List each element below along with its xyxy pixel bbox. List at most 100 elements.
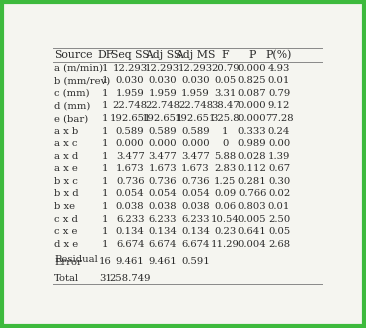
Text: 1: 1 — [102, 240, 109, 249]
Text: b x c: b x c — [54, 177, 78, 186]
Text: 1.959: 1.959 — [181, 89, 210, 98]
Text: 11.29: 11.29 — [211, 240, 240, 249]
Text: 0.736: 0.736 — [149, 177, 177, 186]
Text: 1.959: 1.959 — [148, 89, 177, 98]
Text: 1.39: 1.39 — [268, 152, 290, 161]
Text: 6.674: 6.674 — [116, 240, 144, 249]
Text: 10.54: 10.54 — [211, 215, 240, 223]
Text: 31: 31 — [99, 274, 112, 282]
Text: Seq SS: Seq SS — [111, 50, 149, 60]
Text: 4.93: 4.93 — [268, 64, 290, 73]
Text: 9.461: 9.461 — [116, 256, 145, 266]
Text: 0.000: 0.000 — [116, 139, 145, 148]
Text: 0.825: 0.825 — [238, 76, 266, 85]
Text: 1: 1 — [102, 139, 109, 148]
Text: d (mm): d (mm) — [54, 101, 90, 111]
Text: 0.05: 0.05 — [214, 76, 236, 85]
Text: 0.67: 0.67 — [268, 164, 290, 173]
Text: 0.000: 0.000 — [238, 101, 266, 111]
Text: 192.651: 192.651 — [109, 114, 151, 123]
Text: 0.24: 0.24 — [268, 127, 290, 135]
Text: 1: 1 — [102, 64, 109, 73]
Text: 0.030: 0.030 — [149, 76, 177, 85]
Text: 6.233: 6.233 — [181, 215, 210, 223]
Text: 0.000: 0.000 — [181, 139, 210, 148]
Text: 0.134: 0.134 — [181, 227, 210, 236]
Text: 1: 1 — [102, 152, 109, 161]
Text: 0.30: 0.30 — [268, 177, 290, 186]
Text: a (m/min): a (m/min) — [54, 64, 103, 73]
Text: a x d: a x d — [54, 152, 78, 161]
Text: 9.12: 9.12 — [268, 101, 290, 111]
Text: 258.749: 258.749 — [109, 274, 151, 282]
Text: 0.803: 0.803 — [238, 202, 266, 211]
Text: 1: 1 — [102, 215, 109, 223]
Text: d x e: d x e — [54, 240, 78, 249]
Text: 22.748: 22.748 — [113, 101, 148, 111]
Text: 0.054: 0.054 — [148, 189, 177, 198]
Text: 192.651: 192.651 — [142, 114, 183, 123]
Text: 1: 1 — [102, 127, 109, 135]
Text: 3.477: 3.477 — [181, 152, 210, 161]
Text: 0.589: 0.589 — [181, 127, 210, 135]
Text: 38.47: 38.47 — [211, 101, 239, 111]
Text: 0.591: 0.591 — [181, 256, 210, 266]
Text: 0.005: 0.005 — [238, 215, 266, 223]
Text: 1.673: 1.673 — [181, 164, 210, 173]
Text: a x b: a x b — [54, 127, 78, 135]
Text: 0.028: 0.028 — [238, 152, 266, 161]
Text: 0.09: 0.09 — [214, 189, 236, 198]
Text: 0.989: 0.989 — [238, 139, 266, 148]
Text: 0.23: 0.23 — [214, 227, 236, 236]
Text: P(%): P(%) — [266, 50, 292, 60]
Text: Total: Total — [54, 274, 79, 282]
Text: c x d: c x d — [54, 215, 78, 223]
Text: 1.25: 1.25 — [214, 177, 236, 186]
Text: 0.06: 0.06 — [214, 202, 236, 211]
Text: 1.673: 1.673 — [116, 164, 145, 173]
Text: Residual: Residual — [54, 255, 98, 264]
Text: 0.054: 0.054 — [181, 189, 210, 198]
Text: 0.589: 0.589 — [149, 127, 177, 135]
Text: a x e: a x e — [54, 164, 78, 173]
Text: 0.038: 0.038 — [181, 202, 210, 211]
Text: 2.68: 2.68 — [268, 240, 290, 249]
Text: 2.83: 2.83 — [214, 164, 236, 173]
Text: 0.333: 0.333 — [238, 127, 266, 135]
Text: b xe: b xe — [54, 202, 75, 211]
Text: 0.79: 0.79 — [268, 89, 290, 98]
Text: 77.28: 77.28 — [265, 114, 294, 123]
Text: 1: 1 — [222, 127, 228, 135]
Text: b x d: b x d — [54, 189, 79, 198]
Text: 0.766: 0.766 — [238, 189, 266, 198]
Text: 1: 1 — [102, 227, 109, 236]
Text: 1: 1 — [102, 89, 109, 98]
Text: 1: 1 — [102, 164, 109, 173]
Text: 0.054: 0.054 — [116, 189, 145, 198]
Text: 0.004: 0.004 — [238, 240, 266, 249]
Text: F: F — [221, 50, 229, 60]
Text: 0.05: 0.05 — [268, 227, 290, 236]
Text: 0.134: 0.134 — [148, 227, 177, 236]
Text: 3.31: 3.31 — [214, 89, 236, 98]
Text: 0.00: 0.00 — [268, 139, 290, 148]
Text: DF: DF — [97, 50, 113, 60]
Text: 0.030: 0.030 — [181, 76, 210, 85]
Text: 1: 1 — [102, 101, 109, 111]
Text: 0.281: 0.281 — [238, 177, 266, 186]
Text: 12.293: 12.293 — [178, 64, 213, 73]
Text: 6.674: 6.674 — [181, 240, 210, 249]
Text: 0.02: 0.02 — [268, 189, 290, 198]
Text: 0.589: 0.589 — [116, 127, 145, 135]
Text: 0.030: 0.030 — [116, 76, 145, 85]
Text: 0.641: 0.641 — [238, 227, 266, 236]
Text: 0.038: 0.038 — [116, 202, 145, 211]
Text: 3.477: 3.477 — [116, 152, 145, 161]
Text: 0.000: 0.000 — [149, 139, 177, 148]
Text: 0.01: 0.01 — [268, 202, 290, 211]
Text: 0.112: 0.112 — [238, 164, 266, 173]
Text: 325.8: 325.8 — [211, 114, 239, 123]
Text: 0.134: 0.134 — [116, 227, 145, 236]
Text: 0.736: 0.736 — [116, 177, 144, 186]
Text: 0.038: 0.038 — [149, 202, 177, 211]
